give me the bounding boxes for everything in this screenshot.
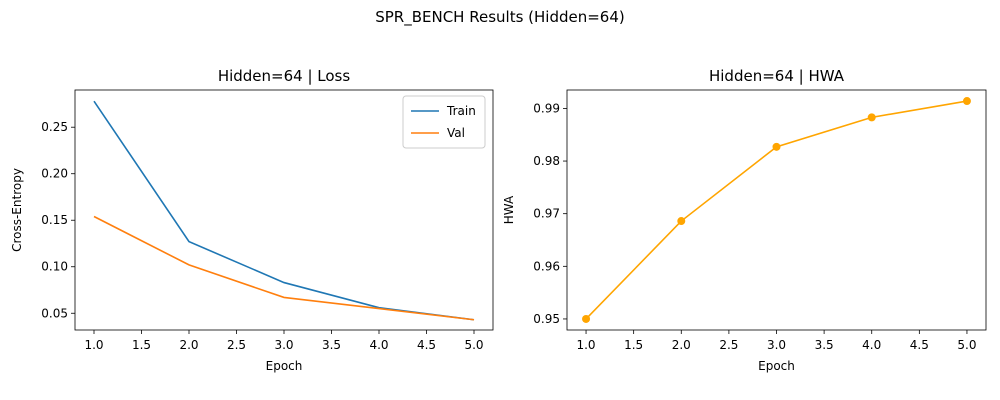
- hwa-chart-series-point: [867, 113, 876, 122]
- hwa-chart-x-tick-label: 3.5: [815, 338, 834, 352]
- hwa-chart-y-tick-label: 0.98: [533, 154, 560, 168]
- hwa-chart-y-tick-label: 0.96: [533, 259, 560, 273]
- hwa-chart-series-point: [582, 314, 591, 323]
- hwa-chart-y-axis-label: HWA: [502, 195, 516, 224]
- loss-chart-x-tick-label: 3.5: [322, 338, 341, 352]
- loss-chart-val-line: [93, 215, 475, 321]
- loss-chart-panel: Hidden=64 | Loss Epoch Cross-Entropy 1.0…: [10, 67, 494, 373]
- loss-chart-x-tick-label: 4.5: [417, 338, 436, 352]
- loss-chart-x-tick-label: 5.0: [464, 338, 483, 352]
- hwa-chart-x-tick-label: 4.5: [910, 338, 929, 352]
- loss-chart-x-tick-label: 3.0: [274, 338, 293, 352]
- hwa-chart-x-tick-label: 5.0: [957, 338, 976, 352]
- figure-suptitle: SPR_BENCH Results (Hidden=64): [375, 8, 625, 27]
- hwa-chart-x-tick-label: 4.0: [862, 338, 881, 352]
- hwa-chart-x-tick-label: 1.0: [576, 338, 595, 352]
- hwa-chart-series-point: [962, 97, 971, 106]
- loss-chart-y-tick-label: 0.20: [41, 167, 68, 181]
- hwa-chart-x-tick-label: 3.0: [767, 338, 786, 352]
- loss-chart-legend: [402, 95, 486, 149]
- loss-chart-x-axis-label: Epoch: [266, 359, 303, 373]
- loss-chart-y-tick-label: 0.10: [41, 260, 68, 274]
- hwa-chart-series-point: [772, 142, 781, 151]
- hwa-chart-x-axis-label: Epoch: [758, 359, 795, 373]
- hwa-chart-x-tick-label: 2.5: [719, 338, 738, 352]
- hwa-chart-x-tick-label: 2.0: [672, 338, 691, 352]
- hwa-chart-y-tick-label: 0.99: [533, 101, 560, 115]
- loss-chart-x-tick-label: 1.5: [132, 338, 151, 352]
- loss-chart-y-tick-label: 0.15: [41, 213, 68, 227]
- loss-chart-x-tick-label: 2.0: [179, 338, 198, 352]
- hwa-chart-y-tick-label: 0.97: [533, 207, 560, 221]
- loss-chart-x-tick-label: 4.0: [369, 338, 388, 352]
- hwa-chart-y-tick-label: 0.95: [533, 312, 560, 326]
- loss-chart-y-tick-label: 0.25: [41, 120, 68, 134]
- hwa-chart-title: Hidden=64 | HWA: [709, 67, 845, 85]
- hwa-chart-panel: Hidden=64 | HWA Epoch HWA 1.0 1.5 2.0 2.5 3.…: [502, 67, 987, 373]
- loss-chart-y-tick-label: 0.05: [41, 306, 68, 320]
- hwa-chart-series-line: [585, 100, 968, 320]
- loss-chart-legend-label: Train: [446, 104, 476, 118]
- hwa-chart-axes-frame: [566, 89, 987, 331]
- hwa-chart-series-point: [677, 217, 686, 226]
- loss-chart-x-tick-label: 2.5: [227, 338, 246, 352]
- loss-chart-title: Hidden=64 | Loss: [218, 67, 351, 85]
- hwa-chart-x-tick-label: 1.5: [624, 338, 643, 352]
- loss-chart-x-tick-label: 1.0: [84, 338, 103, 352]
- loss-chart-y-axis-label: Cross-Entropy: [10, 168, 24, 252]
- loss-chart-legend-label: Val: [447, 126, 465, 140]
